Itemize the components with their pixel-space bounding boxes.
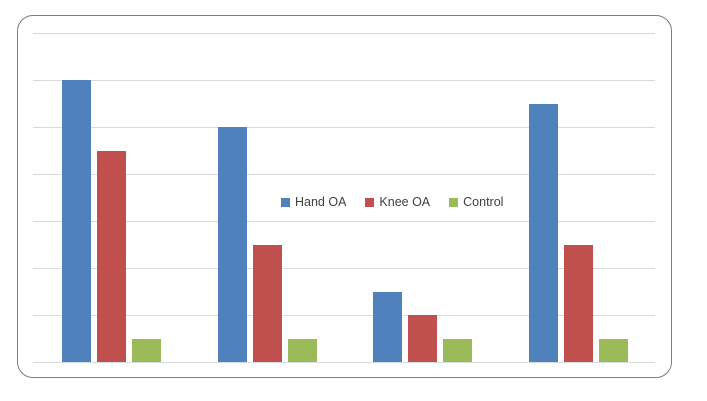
bar-control-group-3 (443, 338, 472, 362)
gridline (33, 127, 655, 128)
bar-knee-oa-group-1 (97, 150, 126, 362)
legend-swatch-knee-oa-icon (365, 198, 375, 207)
gridline (33, 268, 655, 269)
gridline (33, 80, 655, 81)
legend-label-knee-oa: Knee OA (379, 195, 431, 209)
bar-knee-oa-group-2 (252, 244, 282, 362)
gridline (33, 221, 655, 222)
bar-control-group-2 (287, 338, 317, 362)
legend-item-control: Control (449, 195, 503, 210)
bar-hand-oa-group-3 (373, 291, 402, 362)
gridline (33, 315, 655, 316)
bar-knee-oa-group-4 (563, 244, 593, 362)
legend-swatch-control-icon (449, 198, 459, 207)
gridline (33, 362, 655, 363)
gridline (33, 33, 655, 34)
bar-hand-oa-group-2 (217, 127, 247, 362)
gridline (33, 174, 655, 175)
legend-label-hand-oa: Hand OA (295, 195, 347, 209)
legend-item-hand-oa: Hand OA (281, 195, 346, 210)
bar-control-group-4 (598, 338, 628, 362)
legend-swatch-hand-oa-icon (281, 198, 290, 207)
bar-hand-oa-group-4 (528, 103, 558, 362)
bar-knee-oa-group-3 (408, 315, 437, 362)
bar-control-group-1 (132, 338, 161, 362)
bar-hand-oa-group-1 (62, 80, 91, 362)
chart-frame (17, 15, 672, 378)
legend-item-knee-oa: Knee OA (365, 195, 430, 210)
chart-legend: Hand OA Knee OA Control (281, 195, 503, 210)
legend-label-control: Control (463, 195, 504, 209)
